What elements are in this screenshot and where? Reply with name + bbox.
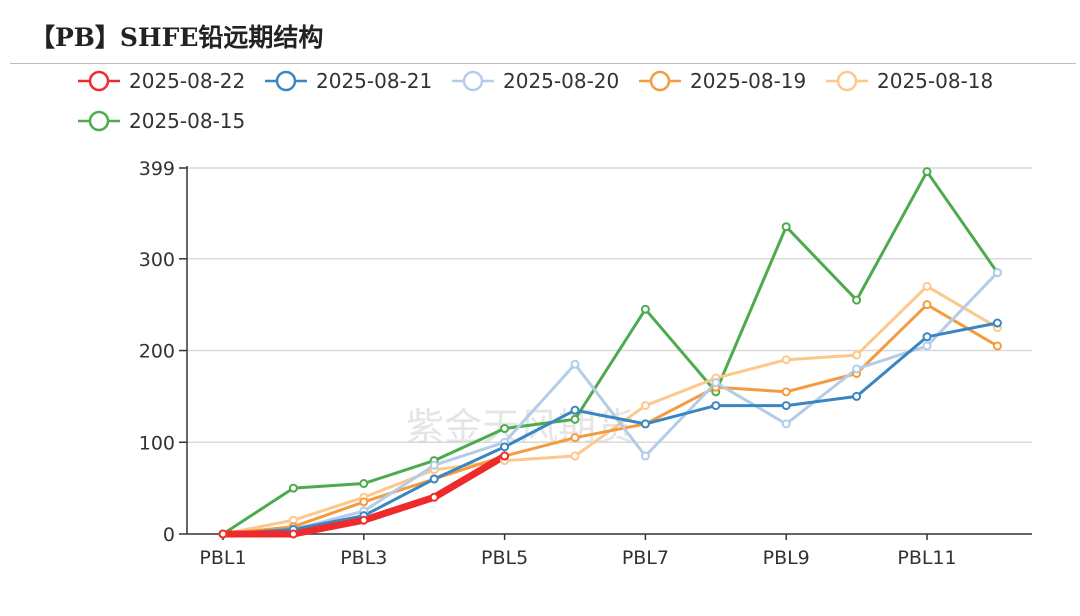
data-point (922, 300, 932, 310)
x-tick-label: PBL3 (340, 547, 387, 569)
data-point (570, 414, 580, 424)
x-tick-label: PBL11 (897, 547, 956, 569)
y-tick-label: 0 (163, 524, 175, 546)
legend-item-2025-08-19[interactable]: 2025-08-19 (639, 69, 806, 93)
series-line-2025-08-15 (221, 170, 999, 536)
y-tick-label: 100 (139, 432, 175, 454)
legend-marker-icon (88, 70, 110, 92)
data-point (500, 442, 510, 452)
series-points (218, 167, 1002, 539)
legend: 2025-08-22 2025-08-21 2025-08-20 2025-08-19… (78, 69, 993, 133)
data-point (570, 433, 580, 443)
data-point (359, 497, 369, 507)
data-point (500, 451, 510, 461)
data-point (781, 222, 791, 232)
data-point (429, 474, 439, 484)
data-point (570, 405, 580, 415)
x-tick-label: PBL9 (763, 547, 810, 569)
data-point (640, 451, 650, 461)
data-point (992, 268, 1002, 278)
legend-label: 2025-08-18 (877, 69, 993, 93)
data-point (570, 451, 580, 461)
data-point (218, 529, 228, 539)
data-point (640, 304, 650, 314)
data-point (781, 355, 791, 365)
data-point (640, 401, 650, 411)
data-point (781, 387, 791, 397)
x-tick-label: PBL1 (199, 547, 246, 569)
series-line-2025-08-21 (221, 321, 999, 536)
data-point (429, 492, 439, 502)
data-point (711, 378, 721, 388)
legend-item-2025-08-18[interactable]: 2025-08-18 (826, 69, 993, 93)
series-lines (219, 170, 999, 538)
title-divider (10, 63, 1076, 64)
legend-label: 2025-08-15 (129, 109, 245, 133)
data-point (640, 419, 650, 429)
data-point (500, 424, 510, 434)
data-point (781, 419, 791, 429)
data-point (992, 341, 1002, 351)
legend-marker-icon (88, 110, 110, 132)
legend-label: 2025-08-21 (316, 69, 432, 93)
data-point (922, 281, 932, 291)
data-point (922, 167, 932, 177)
legend-item-2025-08-15[interactable]: 2025-08-15 (78, 109, 245, 133)
data-point (570, 359, 580, 369)
x-tick-label: PBL7 (622, 547, 669, 569)
y-tick-label: 200 (139, 341, 175, 363)
data-point (922, 332, 932, 342)
legend-marker-icon (462, 70, 484, 92)
legend-label: 2025-08-22 (129, 69, 245, 93)
data-point (852, 364, 862, 374)
data-point (852, 350, 862, 360)
legend-item-2025-08-21[interactable]: 2025-08-21 (265, 69, 432, 93)
legend-label: 2025-08-20 (503, 69, 619, 93)
legend-item-2025-08-22[interactable]: 2025-08-22 (78, 69, 245, 93)
legend-item-2025-08-20[interactable]: 2025-08-20 (452, 69, 619, 93)
data-point (852, 391, 862, 401)
data-point (429, 460, 439, 470)
series-line-2025-08-19 (221, 303, 999, 536)
grid (187, 167, 1032, 444)
data-point (711, 401, 721, 411)
data-point (922, 341, 932, 351)
y-tick-label: 300 (139, 249, 175, 271)
data-point (288, 529, 298, 539)
series-line-2025-08-20 (221, 271, 999, 536)
x-tick-label: PBL5 (481, 547, 528, 569)
data-point (781, 401, 791, 411)
data-point (992, 318, 1002, 328)
data-point (288, 483, 298, 493)
legend-marker-icon (275, 70, 297, 92)
legend-marker-icon (649, 70, 671, 92)
data-point (359, 479, 369, 489)
data-point (359, 515, 369, 525)
chart-title: 【PB】SHFE铅远期结构 (30, 23, 324, 52)
legend-label: 2025-08-19 (690, 69, 806, 93)
axes: 0 100 200 300 399 PBL1 PBL3 PBL5 PBL7 PBL9 PBL11 (139, 158, 1032, 569)
data-point (852, 295, 862, 305)
legend-marker-icon (836, 70, 858, 92)
y-tick-label: 399 (139, 158, 175, 180)
